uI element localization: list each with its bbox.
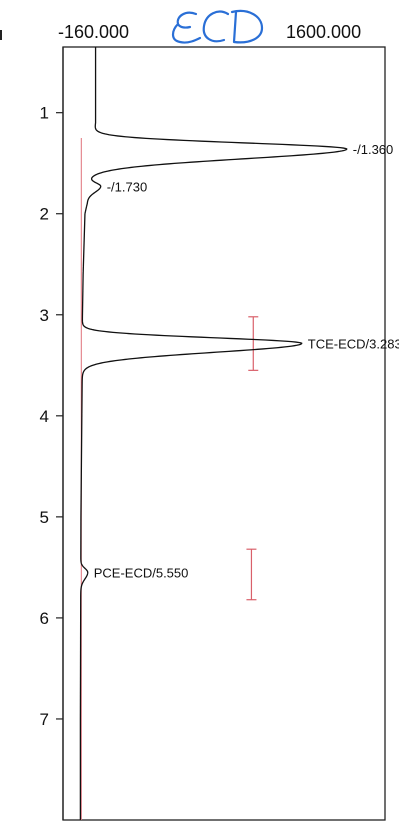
y-tick-label: 7 [40, 710, 49, 729]
handwriting-stroke [171, 11, 202, 44]
y-tick-label: 5 [40, 508, 49, 527]
peak-label: PCE-ECD/5.550 [94, 565, 189, 580]
peak-label: -/1.360 [353, 142, 393, 157]
plot-frame [62, 46, 386, 821]
peak-label: -/1.730 [107, 179, 147, 194]
handwriting-stroke [202, 10, 230, 43]
retention-window-pce-ecd [246, 548, 257, 601]
x-max-label: 1600.000 [286, 22, 362, 42]
y-tick-label: 1 [40, 104, 49, 123]
y-tick-label: 3 [40, 306, 49, 325]
scan-edge-mark [0, 30, 2, 40]
y-tick-label: 2 [40, 205, 49, 224]
handwritten-ecd-note [171, 9, 264, 44]
y-tick-label: 6 [40, 609, 49, 628]
x-min-label: -160.000 [58, 22, 130, 42]
peak-label: TCE-ECD/3.283 [308, 336, 399, 351]
retention-window-tce-ecd [248, 316, 259, 371]
handwriting-stroke [230, 9, 264, 44]
chromatogram-trace [79, 47, 348, 820]
y-tick-label: 4 [40, 407, 49, 426]
